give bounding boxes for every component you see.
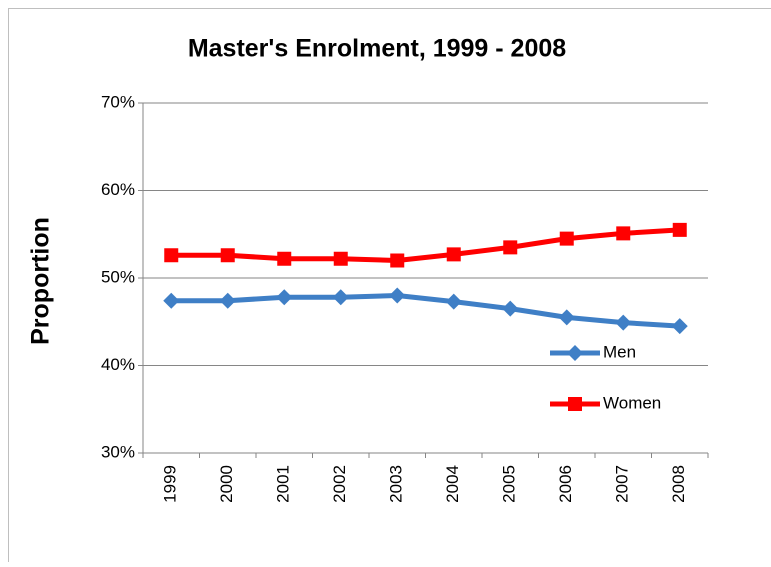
marker bbox=[334, 252, 348, 266]
marker bbox=[615, 315, 631, 331]
y-tick-label: 30% bbox=[101, 442, 135, 461]
legend-marker bbox=[568, 397, 582, 411]
y-tick-label: 60% bbox=[101, 180, 135, 199]
data-line bbox=[171, 230, 680, 261]
marker bbox=[163, 293, 179, 309]
y-axis-label: Proportion bbox=[27, 217, 55, 345]
marker bbox=[503, 240, 517, 254]
x-tick-label: 2007 bbox=[613, 465, 632, 503]
marker bbox=[390, 254, 404, 268]
marker bbox=[221, 248, 235, 262]
marker bbox=[502, 301, 518, 317]
data-line bbox=[171, 296, 680, 327]
x-tick-label: 2001 bbox=[274, 465, 293, 503]
marker bbox=[447, 247, 461, 261]
marker bbox=[616, 226, 630, 240]
y-tick-label: 70% bbox=[101, 92, 135, 111]
x-tick-label: 2008 bbox=[669, 465, 688, 503]
marker bbox=[389, 288, 405, 304]
marker bbox=[164, 248, 178, 262]
marker bbox=[220, 293, 236, 309]
marker bbox=[672, 318, 688, 334]
marker bbox=[276, 289, 292, 305]
legend-label: Women bbox=[603, 393, 661, 412]
x-tick-label: 2004 bbox=[443, 465, 462, 503]
marker bbox=[559, 309, 575, 325]
y-tick-label: 50% bbox=[101, 267, 135, 286]
x-tick-label: 2002 bbox=[330, 465, 349, 503]
marker bbox=[673, 223, 687, 237]
x-tick-label: 2006 bbox=[556, 465, 575, 503]
legend-label: Men bbox=[603, 342, 636, 361]
x-tick-label: 2000 bbox=[217, 465, 236, 503]
x-tick-label: 1999 bbox=[161, 465, 180, 503]
legend-marker bbox=[567, 345, 583, 361]
chart-title: Master's Enrolment, 1999 - 2008 bbox=[188, 35, 566, 63]
marker bbox=[333, 289, 349, 305]
x-tick-label: 2005 bbox=[500, 465, 519, 503]
marker bbox=[277, 252, 291, 266]
marker bbox=[560, 232, 574, 246]
marker bbox=[446, 294, 462, 310]
y-tick-label: 40% bbox=[101, 355, 135, 374]
x-tick-label: 2003 bbox=[387, 465, 406, 503]
